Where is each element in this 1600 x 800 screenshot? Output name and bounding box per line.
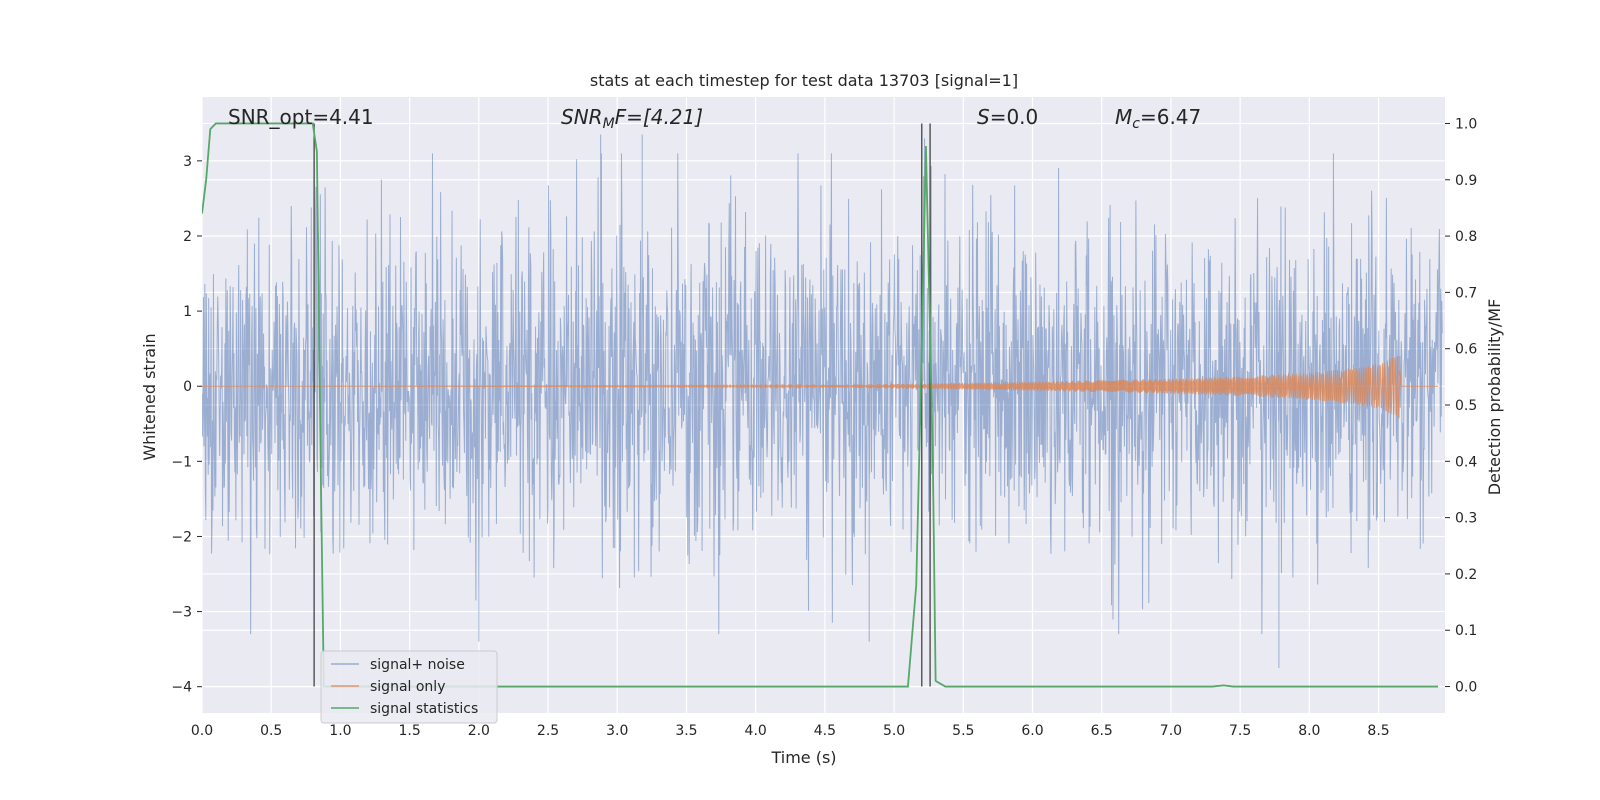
x-tick-label: 3.0	[606, 723, 628, 739]
series-signal-statistics	[202, 122, 1439, 688]
x-tick-label: 8.0	[1298, 723, 1320, 739]
x-tick-label: 7.0	[1160, 723, 1182, 739]
noise-trace	[202, 134, 1443, 668]
annotation-s-rest: =0.0	[990, 105, 1039, 129]
x-tick-label: 1.5	[398, 723, 420, 739]
x-tick-label: 7.5	[1229, 723, 1251, 739]
annotation-mc-symbol: M	[1115, 105, 1132, 129]
y-tick-label-left: −1	[171, 454, 192, 470]
legend-label-signal-only: signal only	[370, 679, 445, 695]
x-tick-label: 2.5	[537, 723, 559, 739]
y-tick-label-right: 1.0	[1455, 116, 1477, 132]
y-tick-label-right: 0.1	[1455, 623, 1477, 639]
annotation-mc-subscript: c	[1132, 116, 1140, 132]
y-tick-label-right: 0.9	[1455, 173, 1477, 189]
x-tick-label: 5.5	[952, 723, 974, 739]
x-axis-label: Time (s)	[770, 748, 836, 767]
legend-box	[320, 650, 498, 724]
y-tick-label-left: 1	[183, 304, 192, 320]
annotation-s: S=0.0	[977, 105, 1038, 129]
y-tick-label-right: 0.7	[1455, 285, 1477, 301]
annotation-snr-mf-rest: F=[4.21]	[615, 105, 703, 129]
x-tick-label: 0.0	[191, 723, 213, 739]
y-tick-label-left: 2	[183, 229, 192, 245]
x-tick-label: 0.5	[260, 723, 282, 739]
chart-title: stats at each timestep for test data 137…	[590, 71, 1018, 90]
y-axis-left-label: Whitened strain	[140, 333, 159, 460]
series-signal-only	[202, 356, 1439, 419]
x-tick-label: 3.5	[675, 723, 697, 739]
y-tick-label-right: 0.6	[1455, 342, 1477, 358]
y-axis-right-ticks: 1.0 0.9 0.8 0.7 0.6 0.5 0.4 0.3 0.2 0.1 0.0	[1445, 116, 1477, 696]
legend: signal+ noise signal only signal statist…	[320, 650, 498, 724]
y-tick-label-right: 0.5	[1455, 398, 1477, 414]
annotation-snr-mf-subscript: M	[603, 116, 615, 132]
y-tick-label-left: 3	[183, 154, 192, 170]
y-tick-label-right: 0.2	[1455, 567, 1477, 583]
y-tick-label-left: −4	[171, 680, 192, 696]
y-tick-label-left: −3	[171, 605, 192, 621]
x-tick-label: 4.5	[814, 723, 836, 739]
x-tick-label: 1.0	[329, 723, 351, 739]
statistics-trace	[202, 122, 1439, 688]
y-tick-label-right: 0.0	[1455, 680, 1477, 696]
annotation-mc-rest: =6.47	[1140, 105, 1201, 129]
y-tick-label-left: 0	[183, 379, 192, 395]
series-signal-noise	[202, 134, 1443, 668]
x-axis-ticks: 0.0 0.5 1.0 1.5 2.0 2.5 3.0 3.5 4.0 4.5 5.0 5.5 6.0 6…	[191, 723, 1390, 739]
annotation-s-symbol: S	[977, 105, 990, 129]
y-tick-label-right: 0.3	[1455, 511, 1477, 527]
legend-label-signal-statistics: signal statistics	[370, 701, 478, 717]
y-tick-label-right: 0.8	[1455, 229, 1477, 245]
x-tick-label: 6.5	[1091, 723, 1113, 739]
x-tick-label: 2.0	[468, 723, 490, 739]
annotation-snr-mf: SNRMF=[4.21]	[561, 105, 703, 132]
x-tick-label: 4.0	[745, 723, 767, 739]
vertical-markers	[313, 123, 931, 687]
y-axis-left-ticks: 3 2 1 0 −1 −2 −3 −4	[171, 154, 202, 696]
x-tick-label: 6.0	[1021, 723, 1043, 739]
x-tick-label: 5.0	[883, 723, 905, 739]
y-axis-right-label: Detection probability/MF	[1485, 299, 1504, 496]
y-tick-label-right: 0.4	[1455, 454, 1477, 470]
annotation-snr-opt: SNR_opt=4.41	[228, 105, 374, 129]
annotation-snr-mf-symbol: SNR	[561, 105, 603, 129]
signal-trace	[202, 356, 1439, 419]
x-tick-label: 8.5	[1367, 723, 1389, 739]
y-tick-label-left: −2	[171, 529, 192, 545]
legend-label-signal-noise: signal+ noise	[370, 657, 465, 673]
annotation-mc: Mc=6.47	[1115, 105, 1201, 132]
